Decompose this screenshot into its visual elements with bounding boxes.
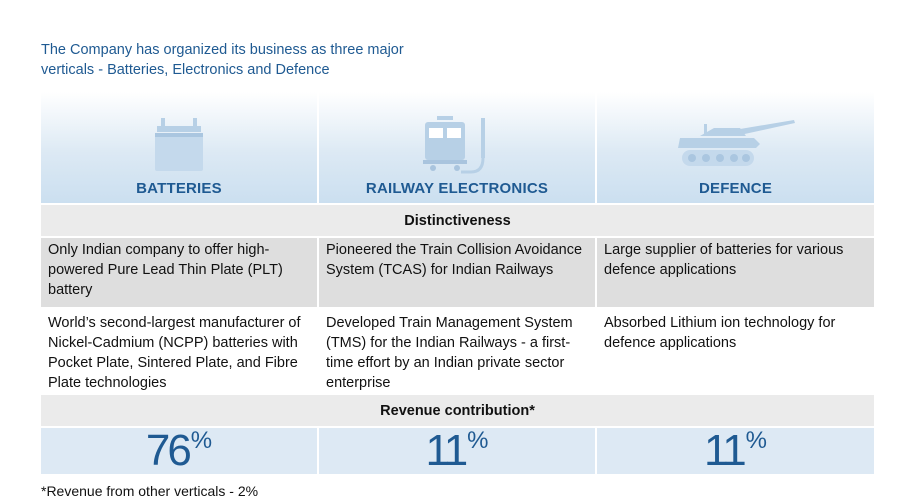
revenue-pct-defence: 11% [597,428,874,474]
pct-sign: % [190,427,213,454]
tank-icon [677,120,795,166]
battery-icon [155,118,203,171]
table-cell: Pioneered the Train Collision Avoidance … [319,238,595,307]
distinctiveness-heading: Distinctiveness [41,205,874,236]
pct-sign: % [467,427,489,454]
intro-text: The Company has organized its business a… [41,42,404,78]
revenue-pct-railway: 11% [319,428,595,474]
vertical-label: BATTERIES [136,180,222,197]
table-cell: Absorbed Lithium ion technology for defe… [597,311,874,395]
header-batteries: BATTERIES [41,92,317,203]
table-cell: World’s second-largest manufacturer of N… [41,311,317,395]
pct-sign: % [745,427,768,454]
header-railway-electronics: RAILWAY ELECTRONICS [319,92,595,203]
verticals-table: BATTERIES RAILWAY ELECTRONICS [41,92,874,474]
pct-value: 11 [703,426,747,475]
train-icon [423,116,485,174]
revenue-pct-batteries: 76% [41,428,317,474]
vertical-label: DEFENCE [698,180,773,197]
table-cell: Only Indian company to offer high-powere… [41,238,317,307]
table-cell: Large supplier of batteries for various … [597,238,874,307]
footnote: *Revenue from other verticals - 2% [41,483,259,499]
revenue-heading: Revenue contribution* [41,395,874,426]
table-cell: Developed Train Management System (TMS) … [319,311,595,395]
vertical-label: RAILWAY ELECTRONICS [365,180,549,197]
pct-value: 11 [425,426,468,475]
header-defence: DEFENCE [597,92,874,203]
pct-value: 76 [145,426,192,475]
